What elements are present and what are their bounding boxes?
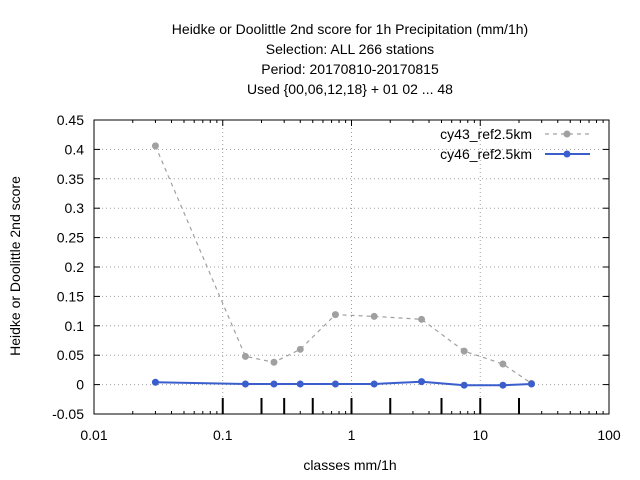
data-point [460,381,468,389]
data-point [370,380,378,388]
series-line [155,380,532,387]
data-point [418,315,426,323]
data-point [460,347,468,355]
legend-marker [563,130,571,138]
y-tick-label: 0.2 [65,259,85,275]
title-line-1: Heidke or Doolittle 2nd score for 1h Pre… [172,21,528,37]
data-point [331,311,339,319]
legend-label: cy46_ref2.5km [440,146,532,162]
y-tick-label: -0.05 [52,406,84,422]
data-point [241,352,249,360]
y-tick-label: 0.45 [57,112,84,128]
title-line-3: Period: 20170810-20170815 [261,61,439,77]
y-tick-label: 0.3 [65,200,85,216]
y-tick-label: 0.15 [57,288,84,304]
data-point [270,358,278,366]
axes: 0.45 0.4 0.35 0.3 0.25 0.2 0.15 0.1 0.05 0 -0.05 0.… [52,112,621,443]
legend-marker [563,150,571,158]
data-point [241,380,249,388]
chart-title: Heidke or Doolittle 2nd score for 1h Pre… [172,21,528,97]
data-point [296,380,304,388]
plot-frame [93,119,610,415]
data-point [270,380,278,388]
data-point [527,380,535,388]
y-tick-label: 0.1 [65,318,85,334]
y-tick-label: 0.05 [57,347,84,363]
legend: cy43_ref2.5km cy46_ref2.5km [440,126,590,162]
data-point [296,345,304,353]
data-series [151,142,535,389]
data-point [331,380,339,388]
series-line [154,145,532,384]
data-point [151,378,159,386]
data-point [418,378,426,386]
y-axis-label: Heidke or Doolittle 2nd score [7,176,23,356]
y-tick-label: 0.25 [57,230,84,246]
data-point [370,312,378,320]
data-point [151,142,159,150]
x-tick-label: 100 [597,427,621,443]
x-tick-label: 1 [348,427,356,443]
legend-label: cy43_ref2.5km [440,126,532,142]
data-point [499,381,507,389]
y-tick-label: 0.35 [57,171,84,187]
x-tick-label: 0.1 [213,427,233,443]
title-line-2: Selection: ALL 266 stations [266,41,434,57]
x-axis-label: classes mm/1h [303,457,396,473]
x-tick-label: 0.01 [80,427,107,443]
x-tick-label: 10 [472,427,488,443]
title-line-4: Used {00,06,12,18} + 01 02 ... 48 [247,81,453,97]
y-tick-label: 0.4 [65,141,85,157]
data-point [499,360,507,368]
grid-lines [94,120,609,414]
y-tick-label: 0 [76,377,84,393]
